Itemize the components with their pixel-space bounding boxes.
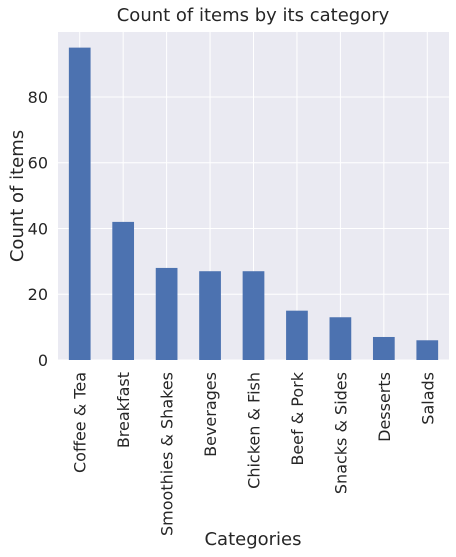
bar [242,271,265,360]
y-axis-label: Count of items [7,130,28,262]
y-tick-labels: 0 20 40 60 80 [28,88,48,370]
bar [286,310,308,360]
bar [155,267,178,360]
x-tick-label: Salads [418,372,437,425]
y-tick-label: 20 [28,285,48,304]
bar [68,47,91,360]
x-tick-labels: Coffee & Tea Breakfast Smoothies & Shakes B… [71,371,438,536]
y-tick-label: 40 [28,219,48,238]
x-tick-label: Snacks & Sides [331,372,350,494]
bar [329,317,352,360]
x-tick-label: Breakfast [114,372,133,448]
x-tick-label: Coffee & Tea [71,372,90,473]
bar [112,221,135,360]
y-tick-label: 0 [38,351,48,370]
x-axis-label: Categories [204,529,301,550]
chart-title: Count of items by its category [117,5,390,26]
bar [199,271,221,360]
x-tick-label: Smoothies & Shakes [158,372,177,536]
y-tick-label: 60 [28,154,48,173]
x-tick-label: Chicken & Fish [245,372,264,489]
bar [372,336,395,360]
x-tick-label: Beverages [201,372,220,457]
x-tick-label: Desserts [375,372,394,442]
x-tick-label: Beef & Pork [288,371,307,465]
y-tick-label: 80 [28,88,48,107]
bars [68,47,439,360]
bar [416,340,439,360]
